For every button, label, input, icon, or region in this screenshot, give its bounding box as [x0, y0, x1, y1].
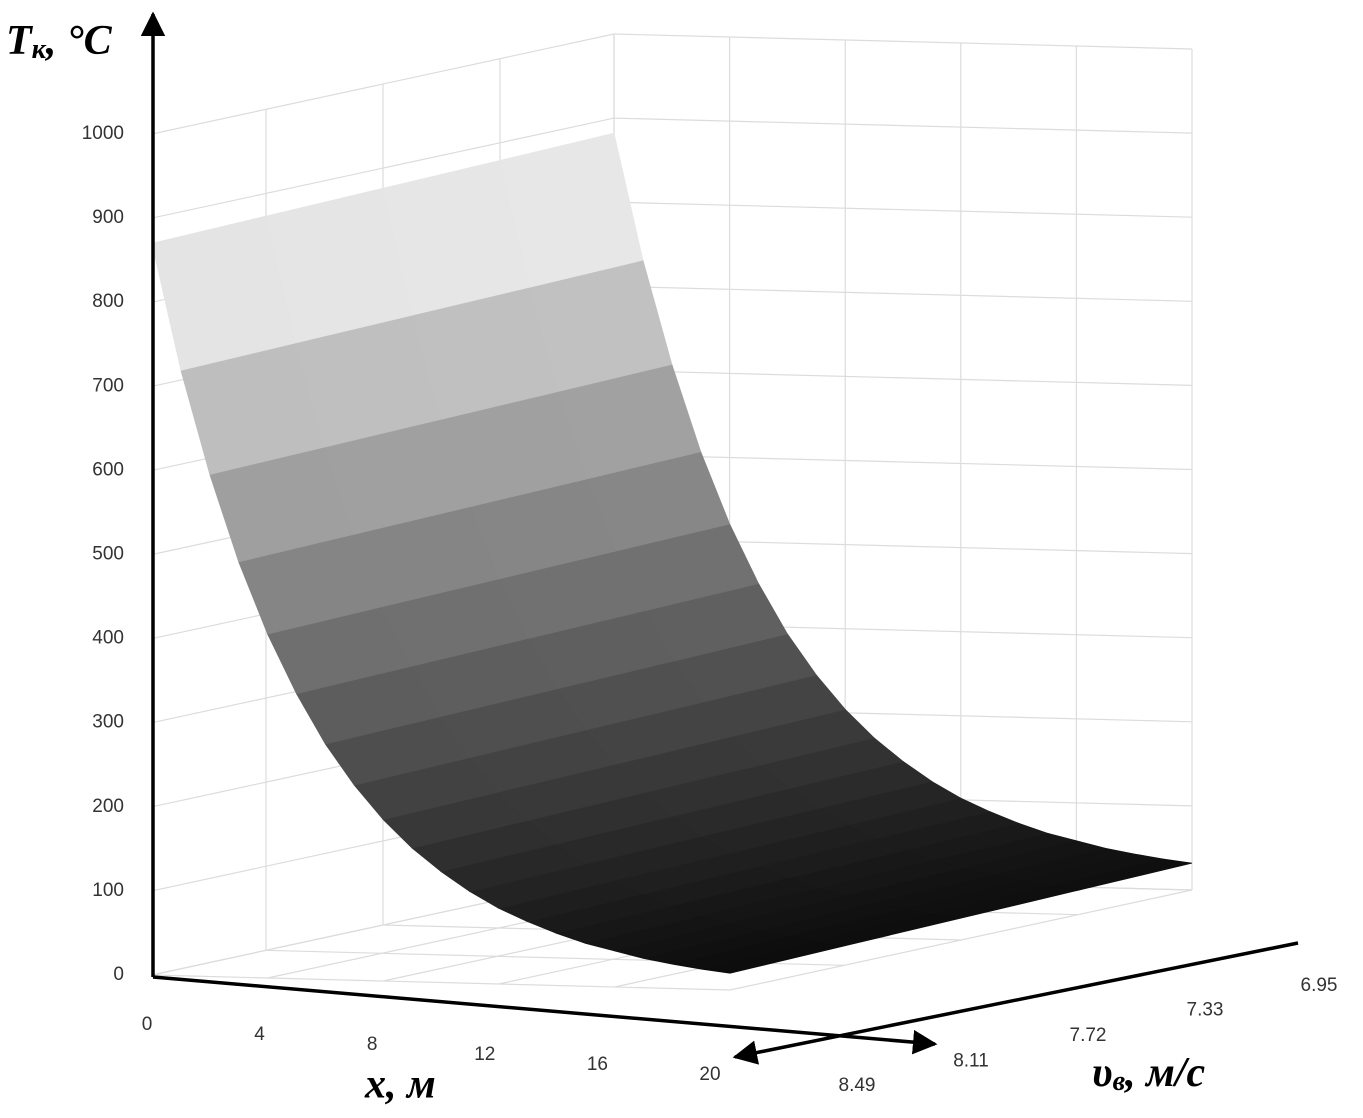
z-tick-label: 500 — [92, 544, 124, 565]
z-title-sub: к — [32, 34, 47, 65]
x-tick-label: 0 — [142, 1014, 153, 1035]
y-tick-label: 8.11 — [953, 1050, 989, 1071]
z-title-rest: , °C — [45, 18, 113, 64]
grid-line — [613, 369, 1193, 386]
y-title-rest: , м/с — [1124, 1050, 1205, 1096]
z-title-main: T — [6, 18, 34, 64]
y-tick-label: 6.95 — [1301, 975, 1338, 996]
surface-cell — [151, 215, 296, 371]
y-title-sub: в — [1113, 1066, 1126, 1097]
z-tick-label: 800 — [92, 291, 124, 312]
y-title-main: υ — [1092, 1050, 1113, 1096]
z-axis-title: Tк, °C — [6, 18, 113, 66]
x-tick-label: 12 — [474, 1044, 495, 1065]
z-tick-label: 400 — [92, 628, 124, 649]
y-axis-title: υв, м/с — [1092, 1050, 1206, 1098]
grid-line — [613, 285, 1193, 302]
z-tick-label: 300 — [92, 712, 124, 733]
z-tick-label: 700 — [92, 375, 124, 396]
y-tick-label: 7.72 — [1070, 1025, 1107, 1046]
x-axis-title: x, м — [364, 1062, 436, 1108]
grid-line — [613, 453, 1193, 471]
z-tick-label: 1000 — [82, 123, 124, 144]
z-tick-label: 200 — [92, 796, 124, 817]
grid-line — [613, 33, 1193, 50]
y-tick-label: 8.49 — [839, 1075, 876, 1096]
surface — [151, 132, 1193, 974]
grid-line — [151, 974, 731, 991]
x-tick-label: 4 — [254, 1024, 265, 1045]
labels: 0 100 200 300 400 500 600 700 800 900 1000 0 4 8 12 16 2… — [82, 123, 1338, 1096]
z-tick-label: 900 — [92, 207, 124, 228]
grid-line — [613, 201, 1193, 218]
x-tick-label: 16 — [587, 1054, 608, 1075]
z-tick-label: 600 — [92, 459, 124, 480]
z-tick-label: 0 — [113, 964, 124, 985]
x-axis — [152, 975, 938, 1055]
x-tick-label: 8 — [367, 1034, 378, 1055]
grid-line — [613, 117, 1193, 134]
z-tick-label: 100 — [92, 880, 124, 901]
y-axis — [732, 941, 1299, 1065]
y-tick-label: 7.33 — [1187, 1000, 1224, 1021]
x-tick-label: 20 — [699, 1064, 720, 1085]
